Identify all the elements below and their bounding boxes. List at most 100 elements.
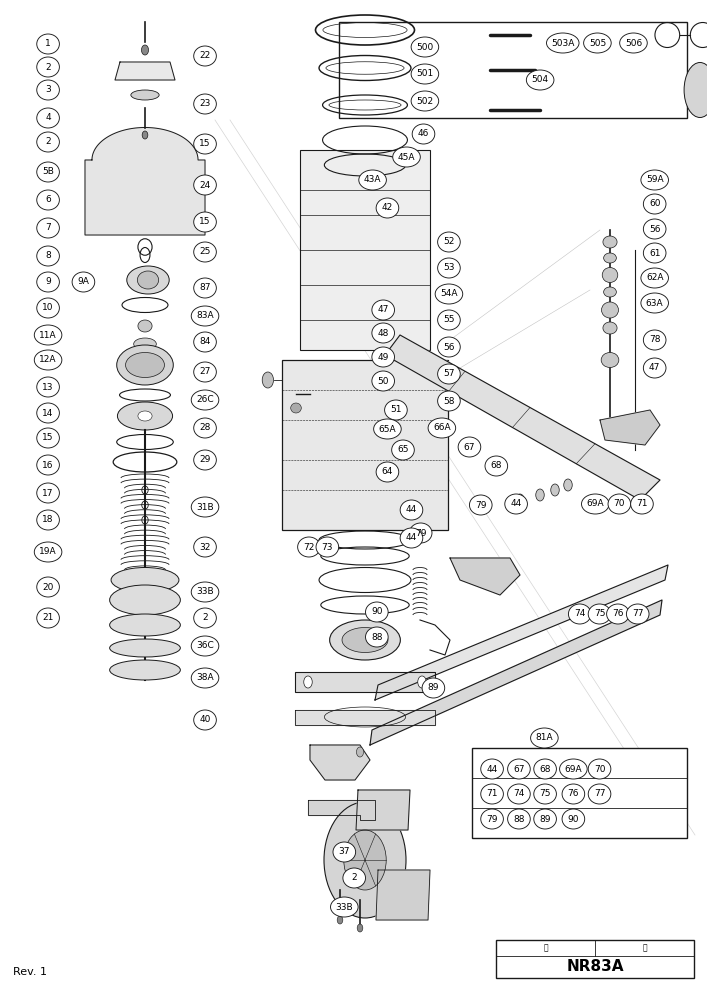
Text: 9A: 9A	[78, 277, 89, 286]
Text: 44: 44	[406, 506, 417, 514]
Ellipse shape	[37, 377, 59, 397]
Text: 15: 15	[42, 434, 54, 442]
Ellipse shape	[534, 784, 556, 804]
Text: 18: 18	[42, 516, 54, 524]
Ellipse shape	[392, 147, 420, 167]
Text: 89: 89	[428, 684, 439, 692]
Text: 66A: 66A	[433, 424, 450, 432]
Text: 2: 2	[202, 613, 208, 622]
Text: Rev. 1: Rev. 1	[13, 967, 47, 977]
Text: 11A: 11A	[40, 330, 57, 340]
Text: 70: 70	[614, 499, 625, 508]
Ellipse shape	[469, 495, 492, 515]
Ellipse shape	[602, 302, 619, 318]
Text: 79: 79	[415, 528, 426, 538]
Ellipse shape	[37, 218, 59, 238]
Text: 73: 73	[322, 542, 333, 552]
Text: 60: 60	[649, 200, 660, 209]
Text: 65A: 65A	[379, 424, 396, 434]
Ellipse shape	[604, 253, 617, 263]
Text: 19A: 19A	[40, 548, 57, 556]
Ellipse shape	[37, 190, 59, 210]
Ellipse shape	[37, 608, 59, 628]
Bar	[496, 940, 694, 978]
Text: 52: 52	[443, 237, 455, 246]
Ellipse shape	[641, 293, 669, 313]
Text: 76: 76	[612, 609, 624, 618]
Ellipse shape	[194, 242, 216, 262]
Ellipse shape	[508, 759, 530, 779]
Text: 62A: 62A	[646, 273, 663, 282]
Text: 46: 46	[418, 129, 429, 138]
Ellipse shape	[641, 170, 669, 190]
Text: 68: 68	[539, 764, 551, 774]
Text: 56: 56	[443, 342, 455, 352]
Circle shape	[356, 747, 363, 757]
Ellipse shape	[37, 246, 59, 266]
Ellipse shape	[458, 437, 481, 457]
Polygon shape	[115, 62, 175, 80]
Ellipse shape	[194, 418, 216, 438]
Ellipse shape	[372, 347, 395, 367]
Text: 29: 29	[199, 456, 211, 464]
Ellipse shape	[138, 411, 152, 421]
Ellipse shape	[366, 602, 388, 622]
Ellipse shape	[684, 62, 707, 117]
Text: 88: 88	[371, 633, 382, 642]
Ellipse shape	[508, 784, 530, 804]
Ellipse shape	[37, 428, 59, 448]
Ellipse shape	[534, 759, 556, 779]
Ellipse shape	[372, 300, 395, 320]
Circle shape	[357, 924, 363, 932]
Text: 67: 67	[464, 442, 475, 452]
Text: 14: 14	[42, 408, 54, 418]
Text: 8: 8	[45, 251, 51, 260]
Ellipse shape	[438, 337, 460, 357]
Ellipse shape	[643, 219, 666, 239]
Ellipse shape	[641, 268, 669, 288]
Ellipse shape	[111, 567, 179, 592]
Polygon shape	[85, 128, 205, 235]
Ellipse shape	[37, 455, 59, 475]
Ellipse shape	[37, 132, 59, 152]
Ellipse shape	[583, 33, 611, 53]
Ellipse shape	[643, 194, 666, 214]
Text: 2: 2	[351, 874, 357, 882]
Ellipse shape	[481, 759, 503, 779]
FancyBboxPatch shape	[282, 360, 448, 530]
Ellipse shape	[372, 323, 395, 343]
Ellipse shape	[438, 310, 460, 330]
Circle shape	[551, 484, 559, 496]
Text: 68: 68	[491, 462, 502, 471]
Ellipse shape	[526, 70, 554, 90]
Polygon shape	[370, 600, 662, 745]
Circle shape	[337, 916, 343, 924]
Ellipse shape	[37, 403, 59, 423]
Circle shape	[141, 45, 148, 55]
Ellipse shape	[37, 162, 59, 182]
Text: 84: 84	[199, 338, 211, 347]
Text: 51: 51	[390, 406, 402, 414]
Text: 47: 47	[649, 363, 660, 372]
Ellipse shape	[137, 271, 158, 289]
Ellipse shape	[134, 338, 156, 350]
Ellipse shape	[581, 494, 609, 514]
Text: 74: 74	[574, 609, 585, 618]
Ellipse shape	[37, 80, 59, 100]
Ellipse shape	[194, 362, 216, 382]
Text: 77: 77	[594, 790, 605, 798]
Text: 74: 74	[513, 790, 525, 798]
Polygon shape	[600, 410, 660, 445]
Text: 504: 504	[532, 76, 549, 85]
Text: 502: 502	[416, 97, 433, 105]
Text: 77: 77	[632, 609, 643, 618]
Ellipse shape	[508, 809, 530, 829]
Text: 53: 53	[443, 263, 455, 272]
Text: 83A: 83A	[197, 312, 214, 320]
Text: 名: 名	[643, 943, 647, 952]
Ellipse shape	[373, 419, 402, 439]
Ellipse shape	[400, 500, 423, 520]
Ellipse shape	[37, 483, 59, 503]
Ellipse shape	[34, 325, 62, 345]
Ellipse shape	[534, 809, 556, 829]
